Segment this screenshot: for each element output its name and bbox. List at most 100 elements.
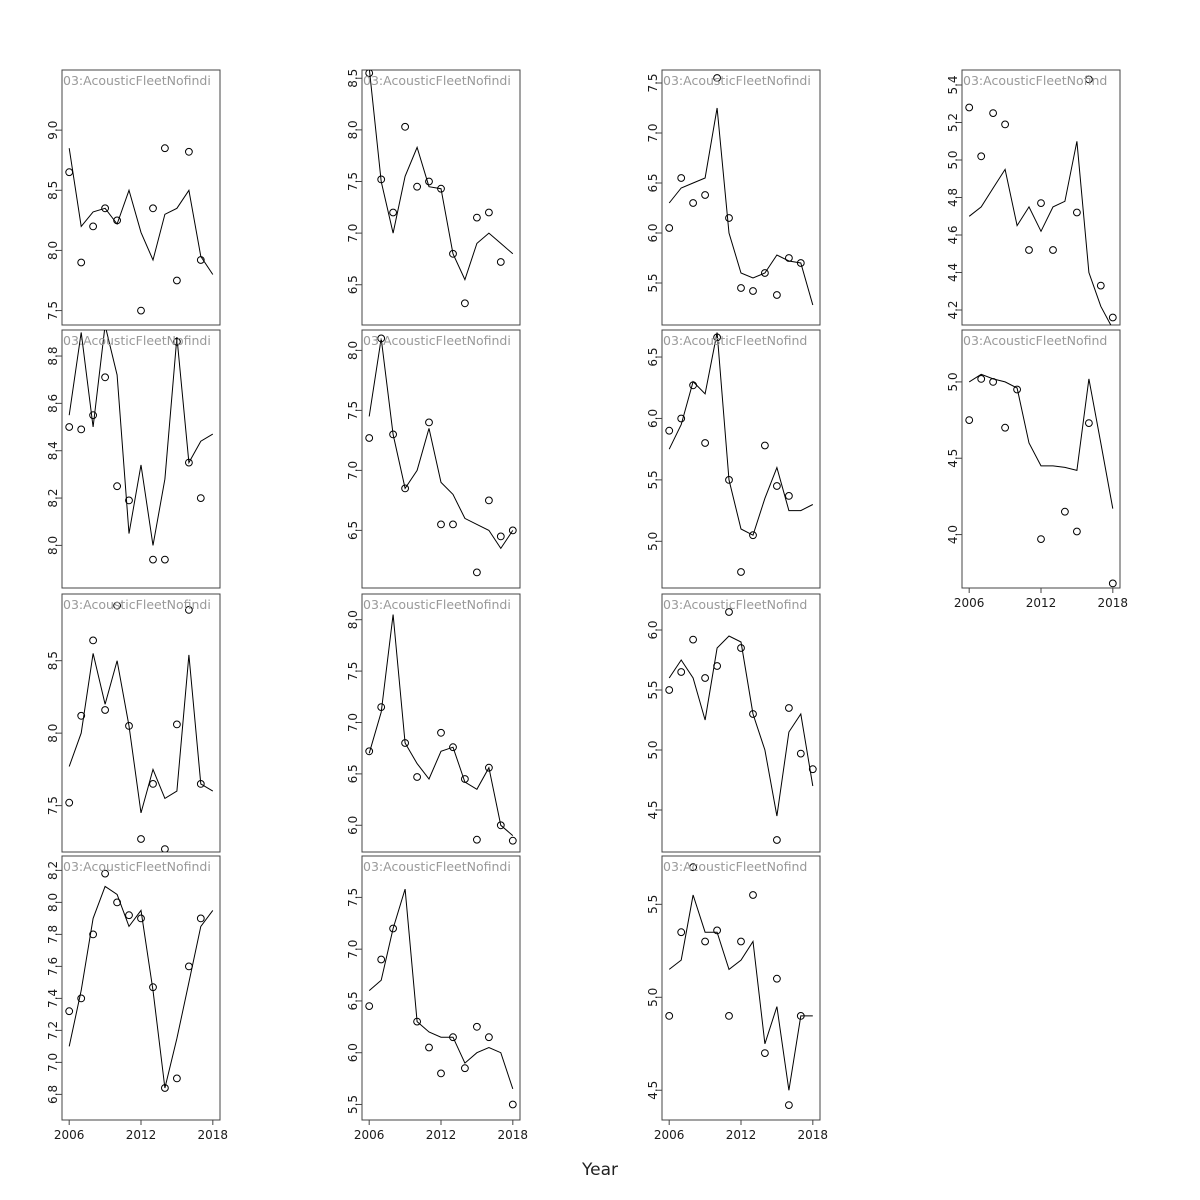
y-tick-label: 5.0 <box>646 988 660 1007</box>
data-point <box>977 375 986 383</box>
data-point <box>149 204 157 213</box>
data-point <box>377 703 386 711</box>
data-point <box>449 249 457 258</box>
y-tick-label: 5.5 <box>646 273 660 292</box>
x-tick-label: 2006 <box>354 1128 385 1142</box>
subplot-panel-12: 5.5 6.0 6.5 7.0 7.5 2006 2012 2018 03:AcousticFl… <box>346 855 529 1142</box>
data-point <box>149 555 157 564</box>
data-point <box>473 213 481 222</box>
data-point <box>965 103 974 112</box>
plot-box <box>661 329 821 589</box>
subplot-panel-5: 6.5 7.0 7.5 8.003:AcousticFleetNofindi <box>346 329 521 589</box>
data-point <box>161 144 169 153</box>
data-point <box>737 644 745 652</box>
subplot-panel-1: 6.5 7.0 7.5 8.0 8.5 03:AcousticFleetNofindi <box>346 69 521 326</box>
panel-title: 03:AcousticFleetNofind <box>963 73 1107 88</box>
data-point <box>89 411 97 420</box>
data-point <box>689 199 697 207</box>
panel-title: 03:AcousticFleetNofindi <box>63 333 211 348</box>
y-tick-label: 6.0 <box>346 816 360 835</box>
data-point <box>65 423 74 431</box>
fit-line <box>968 373 1114 509</box>
data-point <box>196 780 205 788</box>
data-point <box>113 216 121 225</box>
data-point <box>677 668 686 676</box>
y-tick-label: 7.5 <box>46 301 60 320</box>
fit-line <box>368 338 514 550</box>
data-point <box>485 763 493 772</box>
subplot-panel-0: 7.5 8.0 8.5 9.0 03:AcousticFleetNofindi <box>46 69 221 326</box>
y-tick-label: 6.8 <box>46 1085 60 1104</box>
data-point <box>149 780 157 788</box>
data-point <box>496 258 505 266</box>
y-tick-label: 7.4 <box>46 989 60 1008</box>
data-point <box>413 773 421 781</box>
y-tick-label: 5.5 <box>646 895 660 914</box>
y-tick-label: 6.5 <box>646 173 660 192</box>
data-point <box>461 299 469 308</box>
data-point <box>713 74 721 82</box>
data-point <box>173 1074 181 1083</box>
data-point <box>1073 208 1081 217</box>
data-point <box>377 955 386 964</box>
data-point <box>677 414 686 423</box>
subplot-panel-2: 5.5 6.0 6.5 7.0 7.5 03:AcousticFleetNofindi <box>646 69 821 326</box>
data-point <box>508 1100 517 1109</box>
data-point <box>749 891 757 899</box>
y-tick-label: 8.0 <box>46 536 60 555</box>
data-point <box>1073 527 1081 536</box>
y-tick-label: 6.5 <box>646 347 660 366</box>
x-tick-label: 2012 <box>426 1128 457 1142</box>
data-point <box>65 1007 74 1016</box>
data-point <box>1061 507 1069 516</box>
data-point <box>965 416 974 424</box>
plot-box <box>961 69 1121 326</box>
data-point <box>485 208 493 217</box>
y-tick-label: 7.0 <box>646 123 660 142</box>
data-point <box>77 425 86 434</box>
y-tick-label: 5.0 <box>946 372 960 391</box>
y-tick-label: 7.5 <box>346 662 360 681</box>
y-tick-label: 4.0 <box>946 525 960 544</box>
y-tick-label: 4.6 <box>946 225 960 244</box>
plot-box <box>61 329 221 589</box>
fit-line <box>668 107 814 306</box>
x-tick-label: 2018 <box>498 1128 529 1142</box>
data-point <box>185 147 193 156</box>
data-point <box>149 983 157 992</box>
x-tick-label: 2018 <box>798 1128 829 1142</box>
data-point <box>1049 246 1057 254</box>
data-point <box>1037 199 1045 208</box>
y-tick-label: 5.0 <box>946 150 960 169</box>
y-tick-label: 7.6 <box>46 957 60 976</box>
y-tick-label: 8.0 <box>46 893 60 912</box>
data-point <box>773 482 781 490</box>
y-tick-label: 8.0 <box>346 341 360 360</box>
data-point <box>425 418 433 427</box>
data-point <box>773 291 781 299</box>
data-point <box>449 743 457 752</box>
data-point <box>701 439 709 447</box>
data-point <box>496 532 505 541</box>
data-point <box>1001 120 1009 129</box>
plot-box <box>61 69 221 326</box>
panel-title: 03:AcousticFleetNofindi <box>663 73 811 88</box>
data-point <box>785 254 793 262</box>
panel-title: 03:AcousticFleetNofind <box>663 333 807 348</box>
data-point <box>749 710 757 718</box>
data-point <box>437 1069 445 1078</box>
panel-title: 03:AcousticFleetNofindi <box>363 859 511 874</box>
y-tick-label: 9.0 <box>46 121 60 140</box>
data-point <box>689 863 697 872</box>
data-point <box>173 720 181 729</box>
data-point <box>89 930 97 939</box>
x-tick-label: 2006 <box>54 1128 85 1142</box>
data-point <box>365 434 374 442</box>
plot-box <box>361 69 521 326</box>
y-tick-label: 7.5 <box>46 796 60 815</box>
data-point <box>677 928 686 937</box>
data-point <box>508 836 517 845</box>
data-point <box>665 1012 674 1020</box>
plot-box <box>361 855 521 1121</box>
data-point <box>185 458 193 467</box>
